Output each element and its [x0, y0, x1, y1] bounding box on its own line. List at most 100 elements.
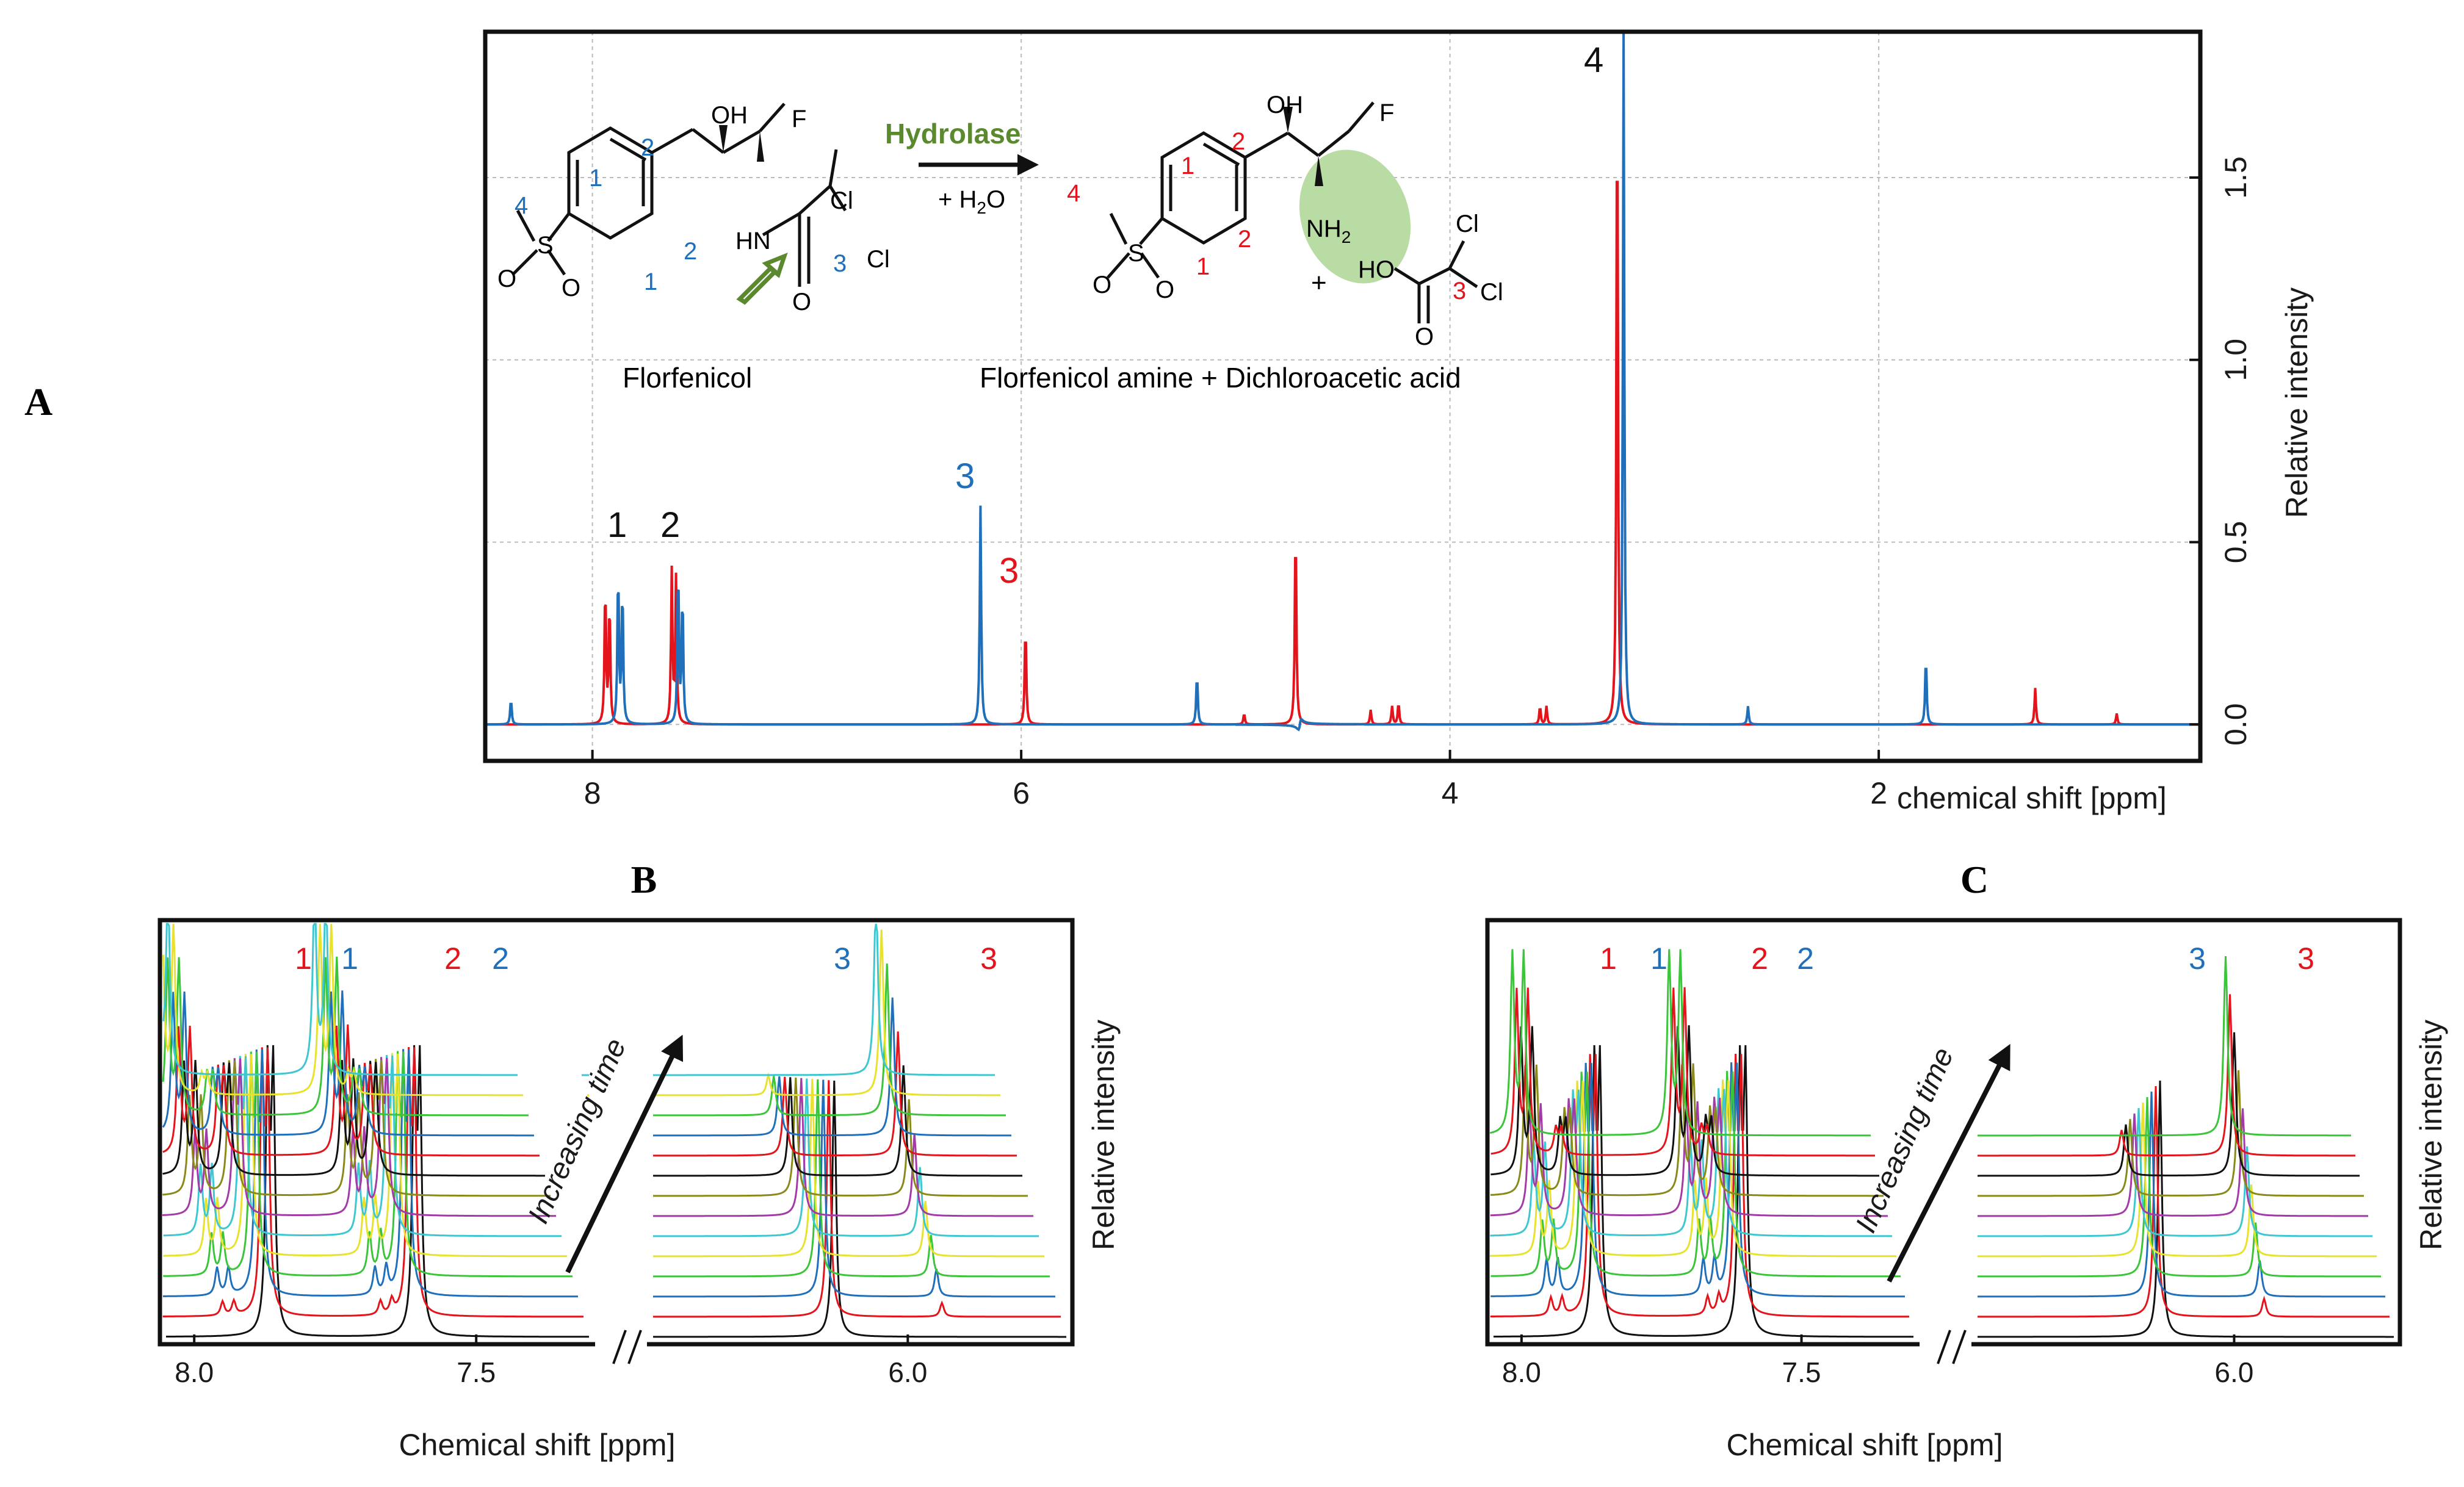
- stacked-trace: [653, 1080, 1066, 1338]
- florfenicol-num-4: 4: [515, 192, 528, 219]
- amine-highlight: [1299, 149, 1411, 284]
- panel-a-ylabel: Relative intensity: [2280, 287, 2314, 518]
- amine-o-2: O: [1155, 276, 1174, 303]
- amine-nh2: NH2: [1306, 215, 1351, 247]
- acid-num-3: 3: [1453, 278, 1466, 304]
- panel-a-frame: [483, 29, 2203, 763]
- stacked-trace: [1490, 1096, 1888, 1217]
- florfenicol-cl-2: Cl: [867, 246, 890, 273]
- xtick-label: 7.5: [457, 1356, 496, 1388]
- florfenicol-o: O: [792, 289, 811, 315]
- amine-oh: OH: [1266, 92, 1303, 118]
- florfenicol-o-3: O: [562, 275, 580, 301]
- stacked-trace: [1965, 1096, 2381, 1278]
- reactant-name: Florfenicol: [623, 362, 752, 394]
- cleavage-arrow-icon: [736, 252, 788, 305]
- stacked-trace: [1490, 1088, 1892, 1237]
- panel-a-xtick-label: 2: [1870, 776, 1887, 810]
- acid-cl-1: Cl: [1456, 211, 1479, 237]
- peak-label: 2: [1797, 942, 1814, 976]
- panel-a-xtick-label: 8: [584, 776, 601, 810]
- stacked-trace: [1952, 1108, 2368, 1217]
- florfenicol-f: F: [792, 106, 806, 132]
- amine-wedge-oh: [1283, 107, 1293, 133]
- stacked-trace: [1969, 1091, 2385, 1298]
- xtick-label: 6.0: [888, 1356, 927, 1388]
- florfenicol-s: S: [537, 232, 554, 259]
- stacked-trace: [615, 1078, 1028, 1197]
- peak-label: 1: [1600, 942, 1617, 976]
- xtick-label: 8.0: [1502, 1356, 1541, 1388]
- stacked-trace: [626, 1078, 1039, 1237]
- panel-b-time-arrow: [565, 1034, 684, 1273]
- stacked-trace: [609, 1065, 1022, 1177]
- panel-a-spectrum: 8 6 4 2 0.0 0.5 1.0 1.5 chemical shift [ppm] Re…: [483, 29, 2314, 815]
- florfenicol-cl-1: Cl: [830, 187, 853, 214]
- panel-a-peak-label-3-blue: 3: [955, 456, 975, 496]
- florfenicol-num-1a: 1: [589, 165, 602, 192]
- panel-a-xlabel: chemical shift [ppm]: [1897, 781, 2167, 815]
- panel-c-traces: [1489, 922, 2394, 1342]
- stacked-trace: [1494, 1045, 1913, 1338]
- peak-label: 3: [2297, 942, 2314, 976]
- stacked-trace: [1490, 1053, 1909, 1318]
- amine-num-4: 4: [1067, 180, 1080, 207]
- amine-s: S: [1128, 240, 1144, 267]
- stacked-trace: [163, 1054, 562, 1237]
- panel-a-ytick-label: 1.5: [2219, 156, 2253, 199]
- stacked-trace: [163, 1053, 567, 1258]
- peak-label: 3: [980, 942, 997, 976]
- panel-b-axes: 8.0 7.5 6.0: [175, 1334, 927, 1388]
- florfenicol-num-3: 3: [833, 250, 847, 277]
- stacked-trace: [1960, 1102, 2377, 1258]
- florfenicol-num-2a: 2: [641, 134, 654, 161]
- stacked-trace: [163, 1051, 573, 1278]
- florfenicol-structure: [511, 103, 847, 287]
- enzyme-label: Hydrolase: [885, 118, 1021, 149]
- product-name: Florfenicol amine + Dichloroacetic acid: [980, 362, 1461, 394]
- dichloroacetic-acid-structure: [1393, 240, 1478, 323]
- peak-label: 3: [2189, 942, 2206, 976]
- stacked-trace: [162, 923, 518, 1076]
- panel-a-ytick-label: 1.0: [2219, 339, 2253, 381]
- stacked-trace: [1935, 956, 2351, 1137]
- florfenicol-oh: OH: [711, 102, 748, 129]
- stacked-trace: [1956, 1107, 2372, 1237]
- florfenicol-num-1b: 1: [644, 268, 657, 295]
- amine-num-2b: 2: [1238, 226, 1251, 253]
- panel-label-a: A: [24, 380, 52, 423]
- panel-a-trace-blue: [487, 31, 2198, 732]
- amine-num-1a: 1: [1181, 153, 1194, 179]
- amine-wedge-nh: [1315, 156, 1323, 186]
- peak-label: 1: [341, 942, 358, 976]
- stacked-trace: [1939, 994, 2355, 1157]
- panel-c-axis-break-2: [1952, 1330, 1967, 1364]
- scheme-plus: +: [1311, 268, 1327, 298]
- stacked-trace: [162, 1024, 540, 1157]
- panel-c-ylabel: Relative intensity: [2414, 1020, 2448, 1250]
- acid-cl-2: Cl: [1480, 279, 1503, 306]
- panel-b-traces: [162, 922, 1066, 1342]
- panel-c-stacked-spectra: 8.0 7.5 6.0 Chemical shift [ppm] Relative …: [1485, 918, 2448, 1462]
- florfenicol-num-2b: 2: [684, 238, 697, 265]
- panel-a-peak-label-3-red: 3: [999, 551, 1019, 591]
- xtick-label: 7.5: [1782, 1356, 1821, 1388]
- stacked-trace: [162, 990, 534, 1137]
- amine-o-1: O: [1093, 272, 1111, 298]
- peak-label: 1: [295, 942, 312, 976]
- panel-a-ytick-label: 0.5: [2219, 521, 2253, 564]
- panel-b-axis-break-1: [612, 1330, 627, 1364]
- panel-a-xtick-label: 4: [1442, 776, 1459, 810]
- stacked-trace: [162, 1047, 583, 1318]
- panel-a-xtick-label: 6: [1013, 776, 1030, 810]
- panel-a-peak-label-1: 1: [607, 505, 627, 545]
- stacked-trace: [166, 1045, 589, 1338]
- stacked-trace: [1973, 1086, 2390, 1318]
- amine-bond: [1287, 131, 1320, 157]
- stacked-trace: [642, 1079, 1055, 1298]
- stacked-trace: [604, 1031, 1017, 1157]
- stacked-trace: [162, 923, 523, 1096]
- florfenicol-hn: HN: [735, 228, 771, 254]
